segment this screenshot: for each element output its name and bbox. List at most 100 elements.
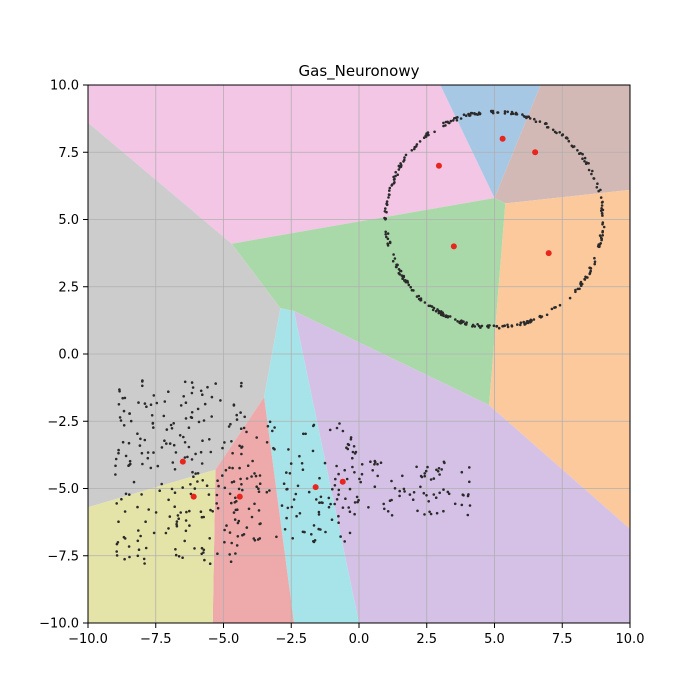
data-point-634 — [288, 472, 292, 475]
data-point-447 — [230, 440, 233, 443]
data-point-111 — [462, 113, 466, 116]
data-point-630 — [258, 537, 262, 540]
data-point-433 — [129, 419, 133, 423]
data-point-648 — [337, 488, 341, 492]
data-point-181 — [436, 308, 439, 311]
data-point-526 — [124, 492, 128, 496]
data-point-685 — [427, 500, 431, 503]
data-point-699 — [435, 468, 438, 472]
data-point-494 — [197, 420, 201, 424]
data-point-299 — [434, 309, 438, 313]
data-point-154 — [468, 114, 471, 117]
data-point-532 — [150, 414, 154, 417]
data-point-149 — [403, 158, 406, 162]
y-tick-label-4: 0.0 — [58, 348, 79, 363]
data-point-101 — [394, 174, 397, 178]
data-point-273 — [514, 111, 518, 115]
data-point-346 — [227, 425, 231, 428]
data-point-278 — [502, 324, 506, 328]
data-point-265 — [538, 120, 542, 123]
data-point-473 — [173, 468, 177, 471]
neuron-4 — [545, 250, 552, 257]
data-point-363 — [191, 470, 194, 474]
data-point-604 — [257, 490, 261, 494]
data-point-394 — [169, 423, 173, 427]
data-point-140 — [532, 318, 536, 321]
data-point-382 — [120, 497, 123, 501]
data-point-9 — [568, 296, 572, 300]
data-point-524 — [170, 487, 174, 491]
data-point-266 — [529, 320, 532, 324]
data-point-498 — [141, 384, 144, 388]
data-point-564 — [318, 501, 321, 505]
data-point-706 — [429, 512, 433, 516]
data-point-8 — [521, 113, 524, 116]
data-point-328 — [223, 540, 226, 544]
data-point-339 — [209, 450, 213, 454]
data-point-377 — [230, 541, 233, 545]
data-point-296 — [602, 225, 606, 229]
data-point-523 — [118, 388, 121, 391]
data-point-558 — [257, 487, 260, 491]
voronoi-regions — [88, 85, 630, 623]
x-tick-label-7: 7.5 — [552, 632, 573, 647]
data-point-542 — [228, 466, 231, 470]
data-point-529 — [209, 508, 212, 512]
data-point-150 — [600, 237, 603, 241]
data-point-637 — [250, 515, 254, 519]
data-point-344 — [217, 484, 220, 488]
neuron-9 — [339, 478, 346, 485]
data-point-117 — [393, 257, 397, 260]
data-point-725 — [423, 472, 427, 475]
data-point-347 — [182, 395, 185, 398]
data-point-225 — [561, 133, 565, 136]
x-tick-label-8: 10.0 — [616, 632, 645, 647]
data-point-549 — [219, 399, 222, 402]
data-point-468 — [238, 444, 241, 448]
data-point-578 — [251, 459, 254, 463]
data-point-608 — [295, 514, 298, 518]
neuron-6 — [190, 493, 197, 500]
data-point-401 — [123, 557, 126, 561]
data-point-276 — [488, 324, 491, 327]
data-point-269 — [579, 151, 582, 155]
data-point-436 — [116, 541, 120, 544]
data-point-653 — [268, 420, 272, 424]
data-point-642 — [338, 422, 341, 425]
data-point-284 — [404, 279, 407, 282]
data-point-658 — [250, 475, 253, 478]
data-point-245 — [413, 147, 416, 151]
data-point-232 — [471, 323, 475, 327]
data-point-215 — [403, 156, 406, 159]
data-point-256 — [591, 169, 594, 173]
data-point-569 — [345, 477, 349, 481]
data-point-469 — [122, 409, 126, 413]
data-point-683 — [447, 492, 451, 496]
data-point-254 — [398, 273, 402, 276]
data-point-739 — [429, 478, 433, 481]
data-point-445 — [143, 402, 147, 405]
data-point-249 — [550, 307, 554, 311]
data-point-743 — [398, 494, 401, 498]
data-point-107 — [404, 153, 408, 157]
data-point-657 — [273, 426, 276, 429]
data-point-53 — [388, 186, 392, 190]
data-point-217 — [410, 149, 414, 152]
data-point-365 — [152, 451, 155, 454]
data-point-489 — [232, 403, 236, 407]
data-point-437 — [137, 529, 140, 532]
data-point-729 — [401, 474, 404, 478]
data-point-544 — [136, 539, 140, 543]
data-point-364 — [154, 511, 158, 514]
data-point-336 — [216, 506, 220, 510]
data-point-368 — [183, 456, 187, 459]
data-point-552 — [289, 462, 293, 465]
data-point-491 — [155, 401, 159, 405]
data-point-264 — [554, 306, 557, 309]
data-point-678 — [334, 477, 337, 481]
data-point-609 — [291, 537, 295, 540]
data-point-626 — [313, 539, 317, 542]
data-point-577 — [287, 448, 290, 451]
data-point-411 — [146, 456, 150, 460]
data-point-708 — [373, 463, 376, 466]
